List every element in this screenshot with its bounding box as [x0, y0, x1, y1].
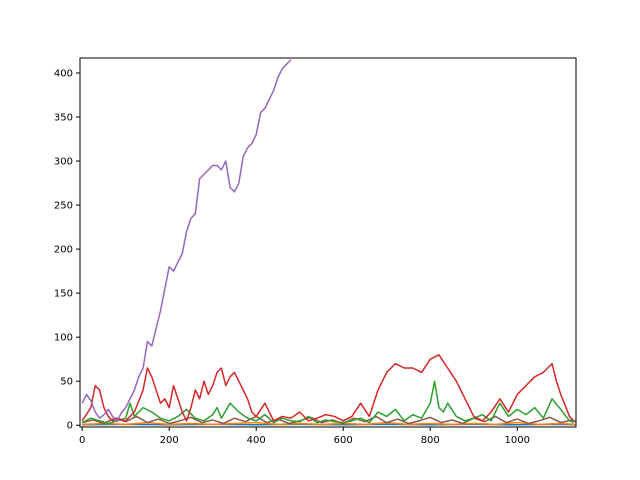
y-tick-label: 400	[54, 68, 73, 79]
series-line-4	[82, 421, 576, 426]
y-tick-label: 250	[54, 201, 73, 212]
y-axis: 0 50 100 150 200 250 300 350 400	[54, 68, 80, 432]
series-layer	[81, 59, 576, 426]
y-tick-label: 350	[54, 113, 73, 124]
series-line-3	[82, 415, 576, 425]
x-tick-label: 200	[160, 435, 179, 446]
y-tick-label: 0	[67, 421, 73, 432]
y-tick-label: 100	[54, 333, 73, 344]
series-line-1	[81, 354, 575, 422]
series-line-2	[81, 380, 575, 425]
x-tick-label: 600	[334, 435, 353, 446]
x-tick-label: 0	[79, 435, 85, 446]
plot-frame	[79, 57, 577, 428]
x-tick-label: 1000	[505, 435, 530, 446]
y-tick-label: 150	[54, 289, 73, 300]
y-tick-label: 50	[60, 377, 73, 388]
x-axis: 0 200 400 600 800 1000	[79, 427, 530, 446]
y-tick-label: 300	[54, 157, 73, 168]
x-tick-label: 800	[421, 435, 440, 446]
x-tick-label: 400	[247, 435, 266, 446]
y-tick-label: 200	[54, 245, 73, 256]
series-line-0	[81, 59, 292, 423]
